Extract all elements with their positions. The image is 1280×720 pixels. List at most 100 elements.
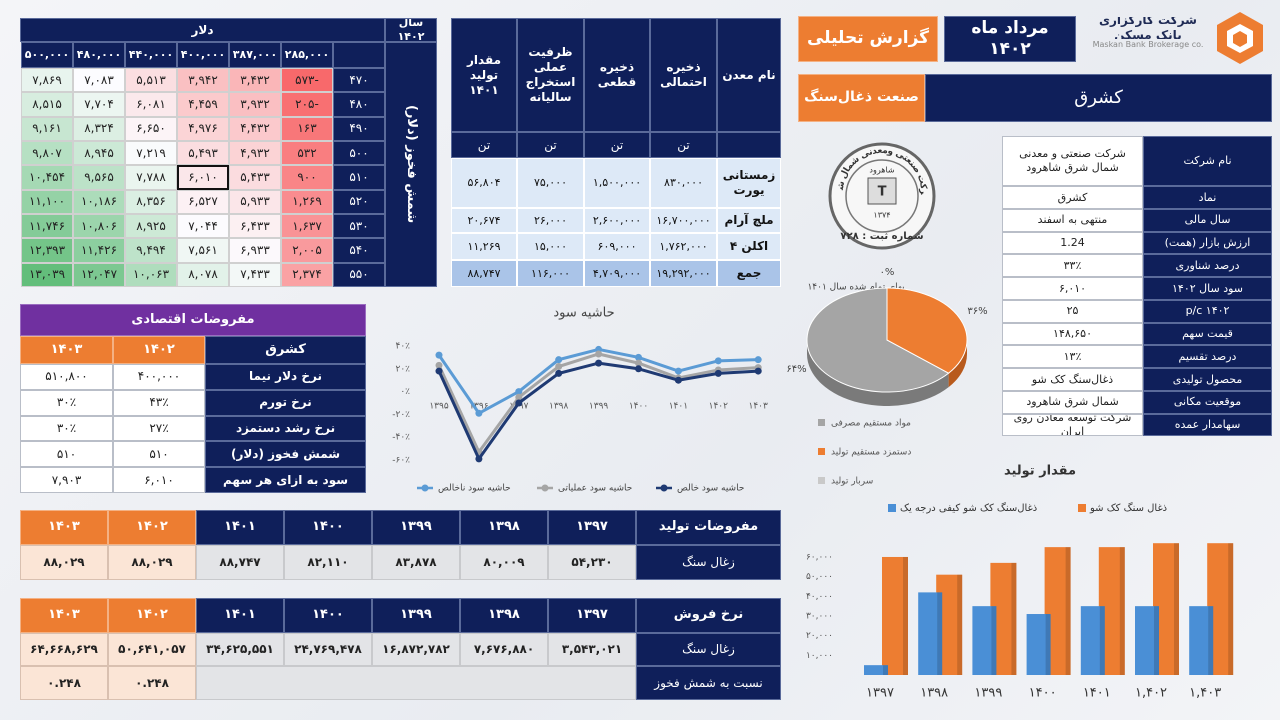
sens-col: ۴۸۰,۰۰۰ <box>73 42 125 68</box>
sens-cell: ۴,۴۵۹ <box>177 92 229 117</box>
data-label: ۶۴% <box>786 364 806 375</box>
point <box>435 367 443 375</box>
sens-cell: ۹,۸۰۷ <box>21 140 73 166</box>
logo-icon <box>1217 12 1263 64</box>
bar-shade <box>1119 547 1125 675</box>
mine-unit-blank <box>717 132 781 158</box>
mine-header: مقدار تولید ۱۴۰۱ <box>451 18 517 132</box>
year-header: ۱۴۰۱ <box>196 598 284 633</box>
sens-cell: ۱۱,۷۴۶ <box>21 213 73 239</box>
point <box>555 363 563 371</box>
data-label: ۳۶% <box>967 306 987 317</box>
sens-cell: ۱۰,۱۸۶ <box>73 189 125 214</box>
mine-value: ۷۵,۰۰۰ <box>517 158 584 208</box>
mine-value: ۱۹,۲۹۲,۰۰۰ <box>650 260 717 287</box>
econ-label: شمش فخوز (دلار) <box>205 441 366 468</box>
x-tick-label: ۱۳۹۸ <box>920 686 948 701</box>
x-tick-label: ۱۳۹۷ <box>509 402 529 412</box>
mine-value: ۴,۷۰۹,۰۰۰ <box>584 260 650 287</box>
point <box>714 357 722 365</box>
sens-cell: ۸,۳۲۴ <box>73 116 125 141</box>
econ-value: ۳۰٪ <box>20 389 113 416</box>
sens-cell: ۴,۹۷۶ <box>177 116 229 141</box>
sens-cell: ۷,۰۸۳ <box>73 68 125 93</box>
sens-cell: ۵,۵۱۳ <box>125 68 177 93</box>
sens-cell: ۸,۳۵۶ <box>125 189 177 214</box>
point <box>674 376 682 384</box>
mine-unit: تن <box>517 132 584 158</box>
sens-cell: ۴,۹۳۲ <box>229 140 281 166</box>
mine-name: جمع <box>717 260 781 287</box>
pie-slice <box>886 287 968 374</box>
sens-col: ۳۸۷,۰۰۰ <box>229 42 281 68</box>
point <box>635 359 642 367</box>
year-header: ۱۳۹۹ <box>372 598 460 633</box>
mine-value: ۸۸,۷۴۷ <box>451 260 517 287</box>
mine-header: ذخیره احتمالی <box>650 18 717 132</box>
econ-value: ۵۱۰ <box>20 441 113 468</box>
sens-cell: ۱,۶۳۷ <box>281 213 333 239</box>
sens-cell: ۷,۰۴۴ <box>177 213 229 239</box>
econ-header: کشرق <box>205 336 366 364</box>
bar-shade <box>957 574 963 675</box>
mine-value: ۱,۵۰۰,۰۰۰ <box>584 158 650 208</box>
point <box>635 353 642 361</box>
sens-cell: ۹,۵۶۵ <box>73 165 125 190</box>
bar <box>972 606 997 675</box>
year-header: ۱۴۰۱ <box>196 510 284 545</box>
sens-cell: ۵,۴۳۳ <box>229 165 281 190</box>
x-tick-label: ۱۴۰۱ <box>1083 686 1111 701</box>
year-header: ۱۴۰۲ <box>108 598 196 633</box>
stamp-year: ۱۳۷۴ <box>873 211 890 220</box>
econ-value: ۵۱۰ <box>113 441 205 468</box>
mine-value: ۵۶,۸۰۴ <box>451 158 517 208</box>
sens-cell: ۷,۷۸۸ <box>125 165 177 190</box>
year-header: ۱۳۹۸ <box>460 598 548 633</box>
sens-cell: ۱۲,۳۹۳ <box>21 238 73 263</box>
sens-cell: ۶,۹۳۳ <box>229 238 281 263</box>
legend-label: مواد مستقیم مصرفی <box>831 419 911 429</box>
y-tick-label: ۶۰,۰۰۰ <box>806 552 833 562</box>
sens-cell: -۵۷۳ <box>281 68 333 93</box>
sens-cell: ۳,۴۳۲ <box>229 68 281 93</box>
point <box>555 356 563 364</box>
bar-shade <box>1154 606 1159 675</box>
legend-label: حاشیه سود خالص <box>677 484 744 494</box>
table-value: ۸۸,۷۴۷ <box>196 545 284 580</box>
info-label: p/c ۱۴۰۲ <box>1143 299 1272 323</box>
sens-col: ۴۰۰,۰۰۰ <box>177 42 229 68</box>
bar <box>918 592 943 675</box>
bar-shade <box>1208 606 1214 675</box>
info-value: ۶,۰۱۰ <box>1002 277 1143 300</box>
info-value: شرکت توسعه معادن روی ایران <box>1002 413 1143 437</box>
sens-cell: ۷,۲۱۹ <box>125 140 177 166</box>
mine-value: ۱۱۶,۰۰۰ <box>517 260 584 287</box>
table-value: ۳,۵۴۳,۰۲۱ <box>548 633 636 666</box>
legend-marker <box>1078 504 1086 512</box>
sens-cell: ۱۰,۴۵۴ <box>21 165 73 190</box>
sens-cell: ۵۳۲ <box>281 140 333 166</box>
econ-label: نرخ دلار نیما <box>205 364 366 390</box>
econ-value: ۲۷٪ <box>113 415 205 442</box>
mine-unit: تن <box>584 132 650 158</box>
x-tick-label: ۱,۴۰۲ <box>1135 686 1167 701</box>
sens-cell: ۵,۹۳۳ <box>229 189 281 214</box>
table-title: نرخ فروش <box>636 598 781 633</box>
point <box>595 359 603 367</box>
econ-label: نرخ رشد دستمزد <box>205 415 366 442</box>
legend-label: ذغال‌سنگ کک شو کیفی درجه یک <box>900 502 1037 514</box>
sens-col: ۴۴۰,۰۰۰ <box>125 42 177 68</box>
econ-value: ۷,۹۰۳ <box>20 467 113 493</box>
table-value: ۱۶,۸۷۲,۷۸۲ <box>372 633 460 666</box>
mine-value: ۶۰۹,۰۰۰ <box>584 233 650 260</box>
chart-title: حاشیه سود <box>553 306 614 321</box>
x-tick-label: ۱۴۰۰ <box>1029 686 1057 701</box>
sens-cell: ۷,۸۶۹ <box>21 68 73 93</box>
sens-cell: ۶,۰۸۱ <box>125 92 177 117</box>
point <box>515 399 523 407</box>
x-tick-label: ۱۴۰۳ <box>749 402 769 412</box>
row-label: نسبت به شمش فخوز <box>636 666 781 700</box>
table-value: ۸۸,۰۲۹ <box>20 545 108 580</box>
x-tick-label: ۱,۴۰۳ <box>1189 686 1221 701</box>
legend-marker <box>888 504 896 512</box>
